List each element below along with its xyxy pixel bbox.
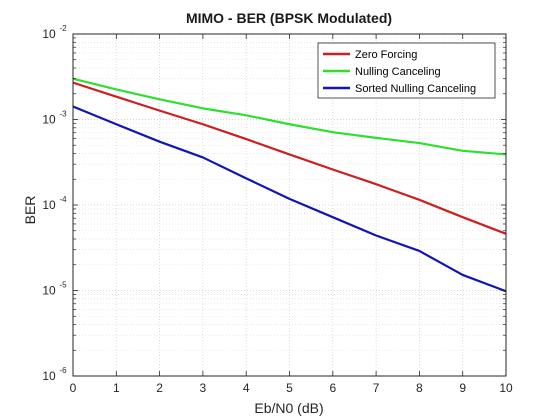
y-tick-label: 10 (42, 369, 56, 383)
y-tick-label: 10 (42, 284, 56, 298)
y-tick-label: 10 (42, 27, 56, 41)
legend-label-zero-forcing: Zero Forcing (355, 49, 417, 61)
y-tick-label: 10 (42, 113, 56, 127)
legend-label-sorted-nulling-canceling: Sorted Nulling Canceling (355, 83, 476, 95)
x-tick-label: 3 (200, 381, 207, 395)
x-tick-labels: 0 1 2 3 4 5 6 7 8 9 10 (70, 381, 513, 395)
x-tick-label: 9 (459, 381, 466, 395)
x-axis-label: Eb/N0 (dB) (254, 400, 323, 416)
y-axis-label: BER (22, 196, 38, 225)
y-tick-labels: 10-610-510-410-310-2 (42, 24, 67, 383)
x-tick-label: 4 (243, 381, 250, 395)
x-tick-label: 1 (113, 381, 120, 395)
y-tick-exponent: -3 (59, 110, 67, 119)
y-tick-exponent: -5 (59, 281, 67, 290)
y-tick-exponent: -6 (59, 366, 67, 375)
y-tick-exponent: -4 (59, 195, 67, 204)
x-tick-label: 2 (156, 381, 163, 395)
legend: Zero Forcing Nulling Canceling Sorted Nu… (317, 42, 496, 99)
series-lines (72, 77, 507, 293)
y-tick-label: 10 (42, 198, 56, 212)
x-tick-label: 10 (499, 381, 513, 395)
legend-label-nulling-canceling: Nulling Canceling (355, 66, 441, 78)
x-tick-label: 8 (416, 381, 423, 395)
x-tick-label: 0 (70, 381, 77, 395)
x-tick-label: 5 (286, 381, 293, 395)
y-tick-exponent: -2 (59, 24, 67, 33)
x-tick-label: 7 (373, 381, 380, 395)
x-tick-label: 6 (329, 381, 336, 395)
tick-marks (72, 33, 507, 377)
chart-title: MIMO - BER (BPSK Modulated) (186, 10, 392, 26)
